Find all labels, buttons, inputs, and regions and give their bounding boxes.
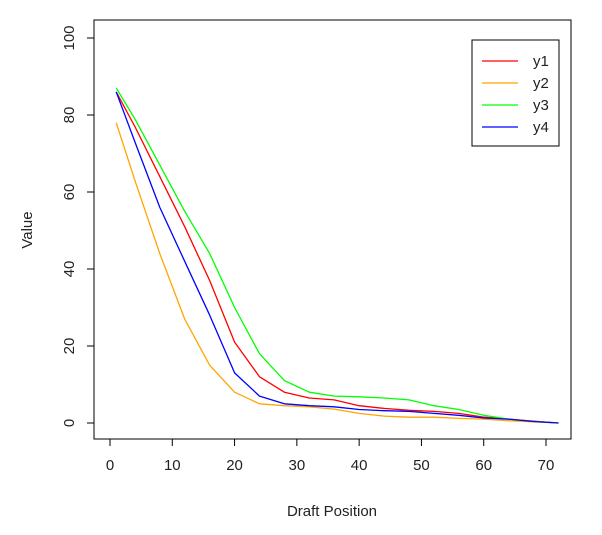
series-line-y2 (115, 122, 559, 424)
legend-box (471, 39, 560, 147)
x-tick-label: 0 (106, 457, 114, 474)
series-line-y1 (115, 91, 559, 424)
series-line-y3 (115, 87, 559, 424)
x-axis-label: Draft Position (287, 503, 377, 520)
legend-label-y1: y1 (533, 53, 549, 70)
x-tick-label: 10 (164, 457, 181, 474)
x-tick-label: 20 (226, 457, 243, 474)
y-tick-label: 80 (61, 107, 78, 124)
y-tick-label: 100 (61, 25, 78, 50)
legend-label-y2: y2 (533, 75, 549, 92)
y-tick-label: 0 (61, 419, 78, 427)
y-tick-label: 60 (61, 184, 78, 201)
x-tick-label: 60 (475, 457, 492, 474)
x-tick-label: 30 (289, 457, 306, 474)
legend-label-y4: y4 (533, 119, 549, 136)
series-line-y4 (115, 91, 559, 424)
y-tick-label: 40 (61, 261, 78, 278)
x-tick-label: 40 (351, 457, 368, 474)
y-tick-label: 20 (61, 338, 78, 355)
legend-label-y3: y3 (533, 97, 549, 114)
x-tick-label: 50 (413, 457, 430, 474)
legend: y1 y2 y3 y4 (471, 39, 560, 147)
x-tick-label: 70 (538, 457, 555, 474)
y-axis-label: Value (19, 211, 36, 248)
